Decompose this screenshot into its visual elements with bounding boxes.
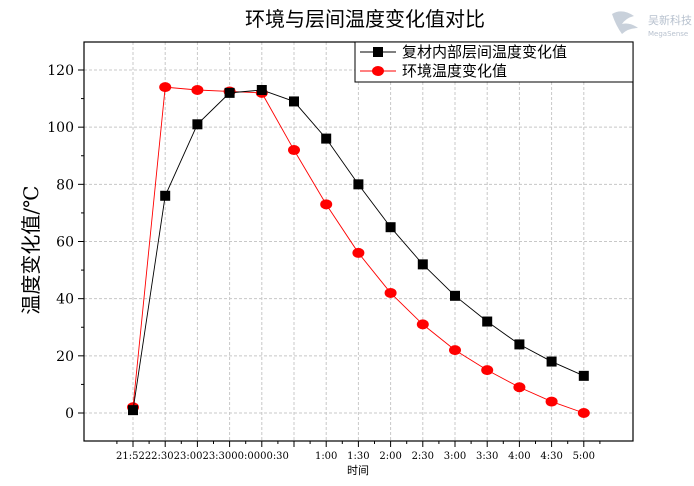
x-tick-label: 1:30 xyxy=(347,451,369,462)
legend-label-series-2: 环境温度变化值 xyxy=(402,62,507,80)
x-tick-label: 2:30 xyxy=(412,451,434,462)
y-tick-label: 100 xyxy=(47,120,74,136)
data-point-series-1 xyxy=(321,133,332,144)
y-tick-label: 20 xyxy=(56,349,74,365)
x-axis: 21:5222:3023:0023:3000:0000:30 1:00 1:30 2:… xyxy=(116,441,601,462)
data-point-series-2 xyxy=(513,382,526,393)
bird-logo-icon xyxy=(612,11,638,34)
watermark-line2: MegaSense xyxy=(648,30,688,38)
data-point-series-2 xyxy=(320,199,333,210)
y-tick-label: 0 xyxy=(65,406,74,422)
watermark: 吴新科技 MegaSense xyxy=(612,11,692,38)
data-point-series-1 xyxy=(353,179,364,190)
x-tick-label: 3:00 xyxy=(444,451,466,462)
legend-marker-series-1 xyxy=(373,47,383,57)
data-point-series-2 xyxy=(577,408,590,418)
legend-marker-series-2 xyxy=(372,66,384,76)
data-point-series-1 xyxy=(450,290,460,301)
x-tick-label-run: 21:5222:3023:0023:3000:0000:30 xyxy=(116,451,289,462)
data-point-series-1 xyxy=(417,259,428,270)
y-tick-label: 120 xyxy=(47,63,74,79)
data-point-series-1 xyxy=(578,370,589,381)
data-point-series-2 xyxy=(416,319,429,330)
y-axis-label: 温度变化值/℃ xyxy=(19,185,43,314)
chart-title: 环境与层间温度变化值对比 xyxy=(245,7,485,31)
data-point-series-2 xyxy=(449,345,461,356)
x-tick-label: 3:30 xyxy=(476,451,498,462)
data-point-series-2 xyxy=(384,287,397,298)
data-point-series-1 xyxy=(192,119,203,130)
data-point-series-1 xyxy=(128,405,138,416)
x-tick-label: 1:00 xyxy=(315,451,337,462)
y-tick-label: 80 xyxy=(56,177,74,193)
legend-box xyxy=(354,41,634,83)
data-point-series-2 xyxy=(545,396,558,407)
x-axis-label: 时间 xyxy=(347,464,369,477)
data-point-series-2 xyxy=(191,85,204,96)
data-point-series-1 xyxy=(546,356,557,367)
legend-label-series-1: 复材内部层间温度变化值 xyxy=(402,43,567,61)
data-point-series-1 xyxy=(160,190,171,201)
x-tick-label: 2:00 xyxy=(379,451,401,462)
grid-lines xyxy=(84,42,633,441)
watermark-line1: 吴新科技 xyxy=(648,13,692,27)
data-point-series-1 xyxy=(482,316,493,327)
data-point-series-1 xyxy=(224,87,235,98)
y-tick-label: 40 xyxy=(56,292,74,308)
x-tick-label: 4:30 xyxy=(540,451,562,462)
legend: 复材内部层间温度变化值 环境温度变化值 xyxy=(354,41,634,83)
data-point-series-2 xyxy=(288,145,300,156)
data-point-series-2 xyxy=(481,365,494,376)
data-point-series-2 xyxy=(352,247,365,258)
data-point-series-1 xyxy=(256,85,267,96)
data-point-series-1 xyxy=(514,339,525,350)
y-axis: 0 20 40 60 80 100 120 xyxy=(47,63,84,422)
x-tick-label: 4:00 xyxy=(508,451,530,462)
data-point-series-1 xyxy=(289,96,299,107)
data-point-series-2 xyxy=(159,82,172,93)
data-point-series-1 xyxy=(385,222,396,233)
x-tick-label: 5:00 xyxy=(573,451,595,462)
y-tick-label: 60 xyxy=(56,235,74,251)
series-layer xyxy=(127,82,590,418)
